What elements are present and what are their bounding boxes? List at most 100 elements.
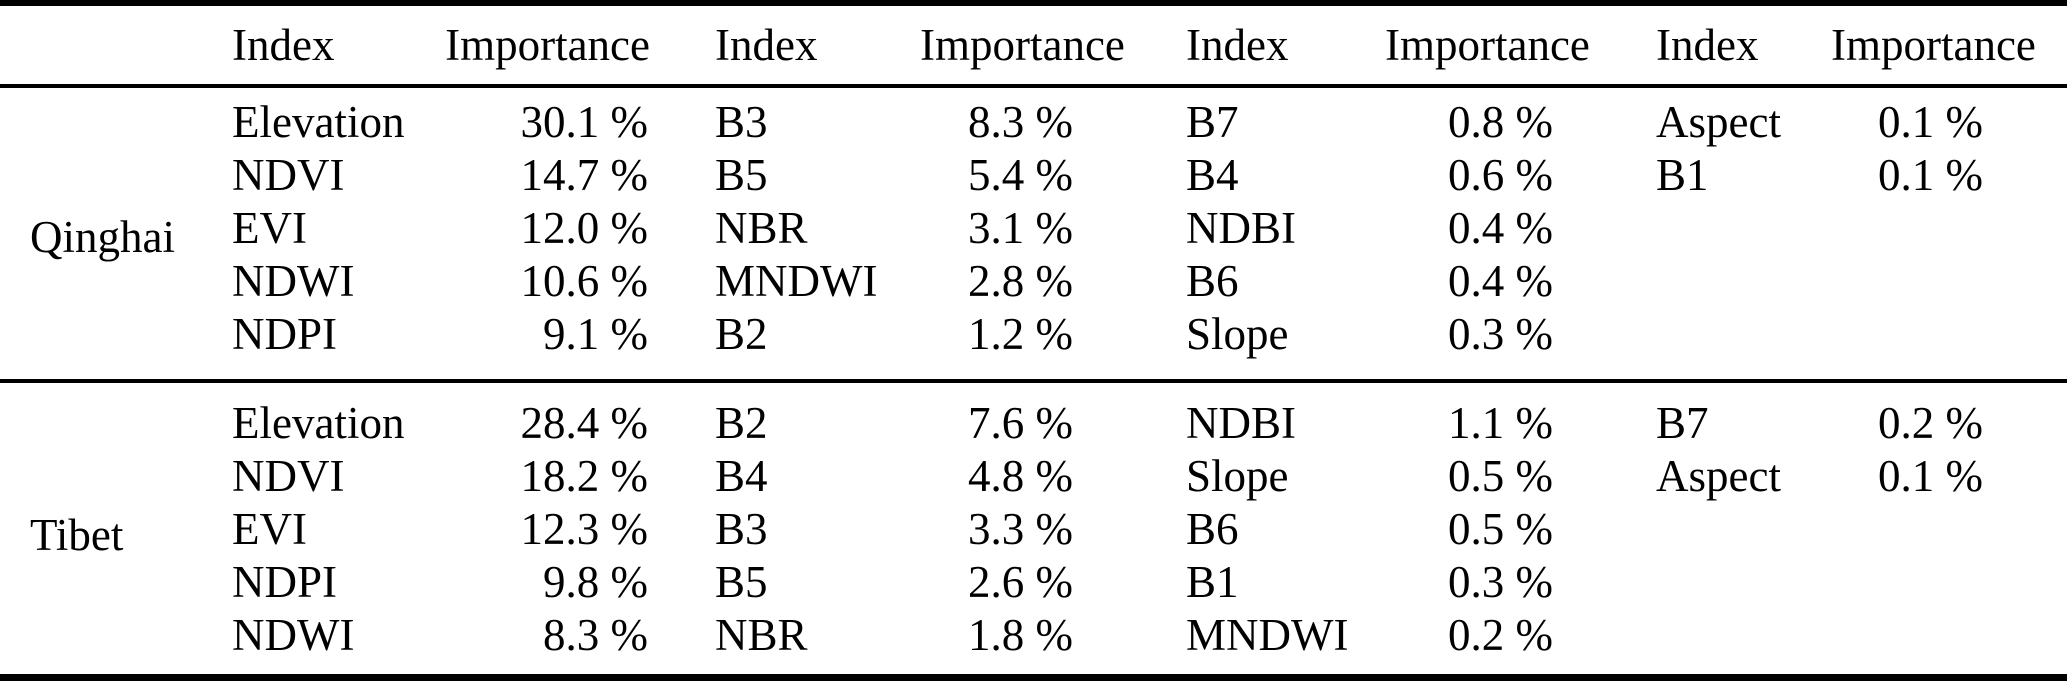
importance-cell: 0.2 % [1878, 398, 1983, 448]
empty-cell [1831, 308, 2067, 381]
importance-cell: 0.8 % [1448, 97, 1553, 147]
importance-cell: 0.6 % [1448, 150, 1553, 200]
index-cell: B3 [715, 97, 768, 147]
index-cell: Aspect [1656, 451, 1781, 501]
index-cell: NDPI [232, 309, 338, 359]
empty-cell [1656, 202, 1831, 255]
importance-cell: 5.4 % [968, 150, 1073, 200]
region-column-header [0, 3, 232, 86]
index-cell: NDBI [1186, 203, 1296, 253]
empty-cell [1831, 503, 2067, 556]
column-header-importance-2: Importance [920, 20, 1125, 70]
index-cell: NDVI [232, 150, 345, 200]
index-cell: NDPI [232, 557, 338, 607]
importance-cell: 7.6 % [968, 398, 1073, 448]
index-cell: NBR [715, 203, 808, 253]
importance-cell: 0.4 % [1448, 203, 1553, 253]
index-cell: B4 [715, 451, 768, 501]
importance-cell: 1.2 % [968, 309, 1073, 359]
index-cell: MNDWI [1186, 610, 1349, 660]
importance-cell: 8.3 % [968, 97, 1073, 147]
index-cell: B2 [715, 309, 768, 359]
index-cell: Elevation [232, 97, 405, 147]
index-cell: B6 [1186, 504, 1239, 554]
empty-cell [1656, 609, 1831, 678]
region-label-tibet: Tibet [30, 510, 124, 560]
table-row: EVI 12.0 % NBR 3.1 % NDBI 0.4 % [0, 202, 2067, 255]
region-label-qinghai: Qinghai [30, 212, 175, 262]
importance-cell: 1.1 % [1448, 398, 1553, 448]
empty-cell [1831, 202, 2067, 255]
index-cell: B4 [1186, 150, 1239, 200]
importance-cell: 4.8 % [968, 451, 1073, 501]
index-cell: NBR [715, 610, 808, 660]
importance-cell: 0.1 % [1878, 451, 1983, 501]
importance-cell: 28.4 % [520, 398, 649, 448]
table-row: EVI 12.3 % B3 3.3 % B6 0.5 % [0, 503, 2067, 556]
empty-cell [1831, 255, 2067, 308]
importance-cell: 0.4 % [1448, 256, 1553, 306]
index-cell: Slope [1186, 309, 1289, 359]
importance-cell: 8.3 % [543, 610, 648, 660]
index-cell: NDBI [1186, 398, 1296, 448]
importance-cell: 0.3 % [1448, 309, 1553, 359]
table-row: NDPI 9.8 % B5 2.6 % B1 0.3 % [0, 556, 2067, 609]
importance-cell: 0.1 % [1878, 97, 1983, 147]
index-cell: NDWI [232, 610, 355, 660]
table-row: NDWI 10.6 % MNDWI 2.8 % B6 0.4 % [0, 255, 2067, 308]
importance-cell: 0.5 % [1448, 504, 1553, 554]
importance-cell: 0.2 % [1448, 610, 1553, 660]
empty-cell [1656, 556, 1831, 609]
table-row: Tibet Elevation 28.4 % B2 7.6 % NDBI 1.1… [0, 381, 2067, 560]
importance-cell: 18.2 % [520, 451, 649, 501]
importance-cell: 14.7 % [520, 150, 649, 200]
empty-cell [1831, 556, 2067, 609]
index-cell: B6 [1186, 256, 1239, 306]
index-cell: B3 [715, 504, 768, 554]
column-header-index-2: Index [715, 20, 818, 70]
importance-cell: 3.1 % [968, 203, 1073, 253]
header-row: Index Importance Index Importance Index … [0, 3, 2067, 86]
importance-cell: 3.3 % [968, 504, 1073, 554]
importance-cell: 1.8 % [968, 610, 1073, 660]
index-cell: Slope [1186, 451, 1289, 501]
importance-cell: 2.6 % [968, 557, 1073, 607]
empty-cell [1656, 255, 1831, 308]
column-header-importance-3: Importance [1385, 20, 1590, 70]
table-row: Qinghai Elevation 30.1 % B3 8.3 % B7 0.8… [0, 86, 2067, 262]
table-row: NDVI 14.7 % B5 5.4 % B4 0.6 % B1 0.1 % [0, 149, 2067, 202]
index-cell: NDWI [232, 256, 355, 306]
index-cell: B7 [1656, 398, 1709, 448]
region-group-tibet: Tibet Elevation 28.4 % B2 7.6 % NDBI 1.1… [0, 381, 2067, 678]
index-cell: EVI [232, 203, 307, 253]
column-header-importance-1: Importance [445, 20, 650, 70]
index-cell: B2 [715, 398, 768, 448]
importance-cell: 2.8 % [968, 256, 1073, 306]
empty-cell [1656, 503, 1831, 556]
column-header-importance-4: Importance [1831, 20, 2036, 70]
index-cell: NDVI [232, 451, 345, 501]
importance-cell: 9.8 % [543, 557, 648, 607]
index-cell: EVI [232, 504, 307, 554]
column-header-index-4: Index [1656, 20, 1759, 70]
empty-cell [1656, 308, 1831, 381]
index-cell: B5 [715, 150, 768, 200]
importance-cell: 30.1 % [520, 97, 649, 147]
index-cell: B1 [1656, 150, 1709, 200]
column-header-index-3: Index [1186, 20, 1289, 70]
table-row: NDVI 18.2 % B4 4.8 % Slope 0.5 % Aspect … [0, 450, 2067, 503]
importance-cell: 12.3 % [520, 504, 649, 554]
importance-cell: 0.1 % [1878, 150, 1983, 200]
index-cell: B7 [1186, 97, 1239, 147]
index-cell: Elevation [232, 398, 405, 448]
table-row: NDWI 8.3 % NBR 1.8 % MNDWI 0.2 % [0, 609, 2067, 678]
region-group-qinghai: Qinghai Elevation 30.1 % B3 8.3 % B7 0.8… [0, 86, 2067, 381]
importance-cell: 10.6 % [520, 256, 649, 306]
table-row: NDPI 9.1 % B2 1.2 % Slope 0.3 % [0, 308, 2067, 381]
importance-cell: 0.3 % [1448, 557, 1553, 607]
importance-cell: 12.0 % [520, 203, 649, 253]
importance-cell: 0.5 % [1448, 451, 1553, 501]
index-cell: B5 [715, 557, 768, 607]
index-cell: Aspect [1656, 97, 1781, 147]
